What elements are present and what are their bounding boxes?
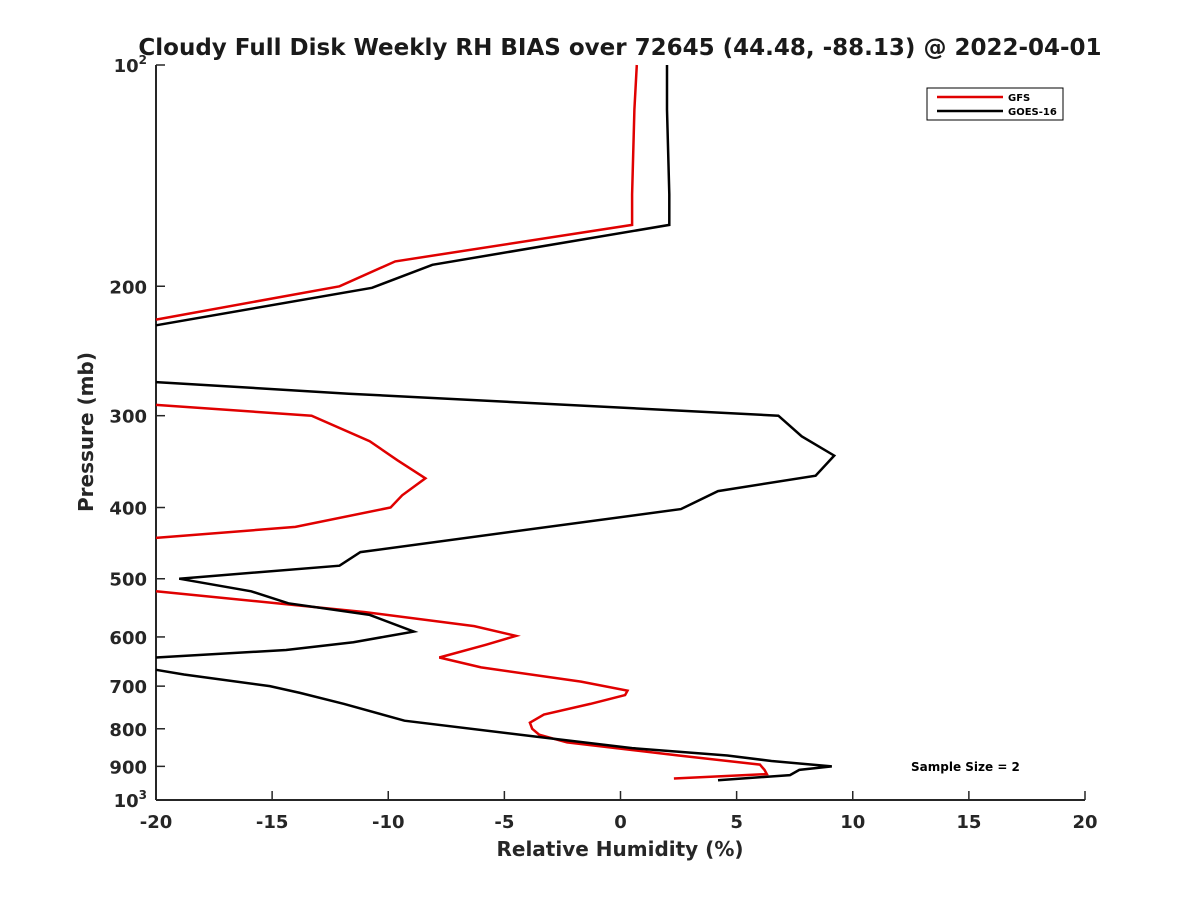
- series-line-gfs: [155, 403, 428, 540]
- series-layer: [155, 64, 837, 782]
- y-tick-label: 300: [109, 407, 147, 428]
- x-tick-label: 5: [730, 812, 743, 833]
- y-tick-label: 102: [114, 53, 147, 77]
- y-tick-label: 200: [109, 277, 147, 298]
- x-tick-label: 20: [1072, 812, 1097, 833]
- y-tick-label: 103: [114, 788, 147, 812]
- x-tick-label: -5: [494, 812, 514, 833]
- y-tick-label: 900: [109, 757, 147, 778]
- series-line-gfs: [155, 590, 769, 780]
- x-tick-label: -10: [372, 812, 405, 833]
- series-line-goes16: [155, 668, 832, 782]
- chart-title: Cloudy Full Disk Weekly RH BIAS over 726…: [138, 35, 1101, 61]
- y-tick-label: 400: [109, 499, 147, 520]
- legend-label-gfs: GFS: [1008, 93, 1030, 104]
- x-axis-label: Relative Humidity (%): [496, 837, 743, 861]
- y-tick-exponent: 3: [139, 788, 147, 802]
- x-ticks: -20 -15 -10 -5 0 5 10 15 20: [140, 791, 1098, 833]
- y-tick-base: 10: [114, 791, 139, 812]
- legend-box: [926, 87, 1064, 121]
- y-tick-label: 600: [109, 628, 147, 649]
- y-axis-label: Pressure (mb): [74, 352, 98, 512]
- x-tick-label: -15: [256, 812, 289, 833]
- y-tick-base: 10: [114, 56, 139, 77]
- y-tick-exponent: 2: [139, 53, 147, 67]
- series-line-gfs: [155, 64, 639, 321]
- y-tick-label: 700: [109, 677, 147, 698]
- series-line-goes16: [155, 380, 837, 659]
- legend-label-goes16: GOES-16: [1008, 107, 1057, 118]
- sample-size-annotation: Sample Size = 2: [911, 760, 1020, 774]
- legend: GFS GOES-16: [926, 87, 1064, 121]
- x-tick-label: 10: [840, 812, 865, 833]
- x-tick-label: 0: [614, 812, 627, 833]
- y-tick-label: 500: [109, 570, 147, 591]
- x-tick-label: -20: [140, 812, 173, 833]
- series-line-goes16: [155, 65, 671, 327]
- x-tick-label: 15: [956, 812, 981, 833]
- y-tick-label: 800: [109, 720, 147, 741]
